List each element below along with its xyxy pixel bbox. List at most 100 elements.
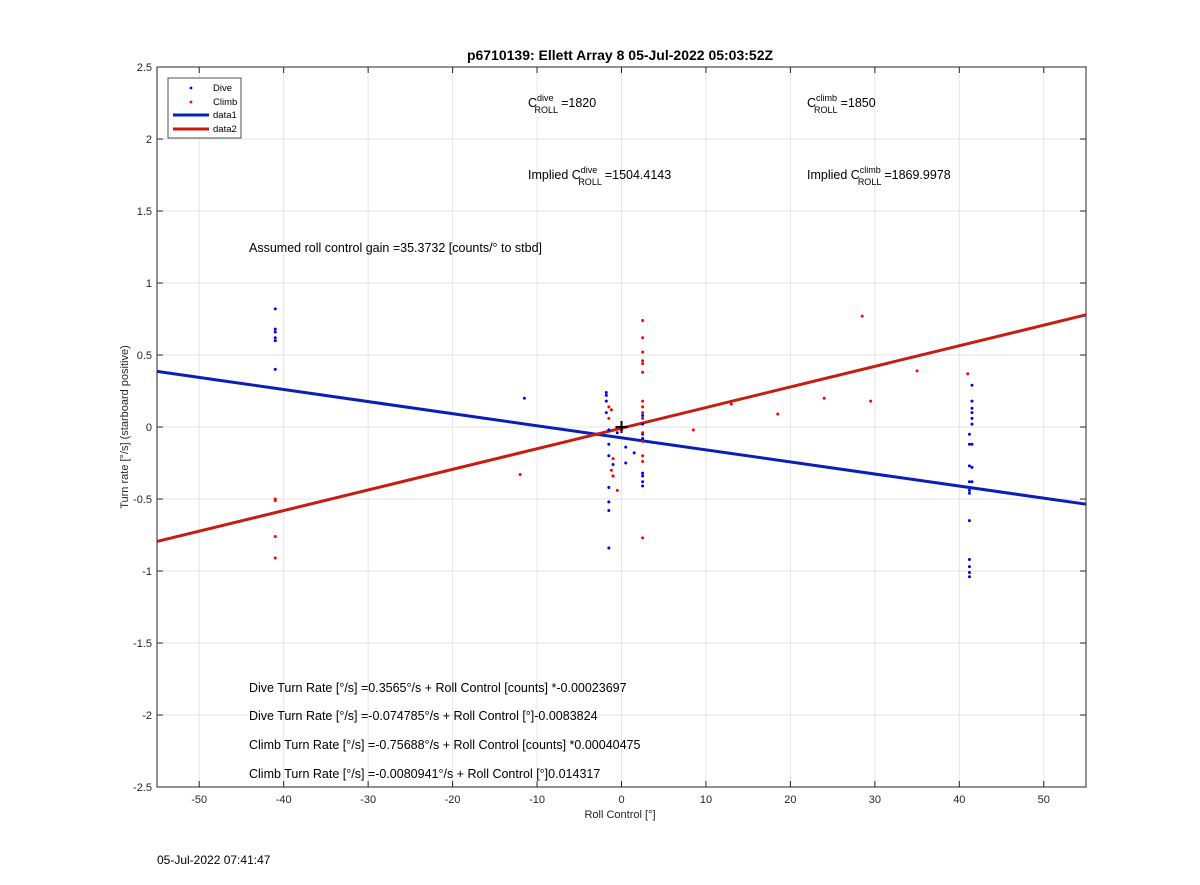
annotation-implied-dive: Implied Cdive ROLL =1504.4143: [528, 165, 671, 187]
y-tick-label: -0.5: [133, 494, 152, 506]
climb-point: [641, 460, 645, 464]
legend-climb-marker: [189, 100, 193, 104]
implied-dive-prefix: Implied C: [528, 168, 581, 182]
climb-point: [611, 457, 615, 461]
x-tick-label: 0: [618, 794, 624, 806]
climb-point: [609, 408, 613, 412]
y-tick-label: -2: [142, 710, 152, 722]
dive-point: [970, 399, 974, 403]
climb-point: [641, 359, 645, 363]
dive-point: [641, 422, 645, 426]
c-climb-sup: climb: [816, 93, 837, 103]
legend-climb-label: Climb: [213, 97, 237, 108]
dive-point: [607, 442, 611, 446]
climb-point: [860, 314, 864, 318]
dive-point: [273, 330, 277, 334]
y-tick-label: 1: [146, 278, 152, 290]
dive-point: [641, 484, 645, 488]
implied-climb-sub: ROLL: [858, 177, 882, 187]
legend-data2-label: data2: [213, 124, 237, 135]
dive-point: [641, 437, 645, 441]
implied-climb-prefix: Implied C: [807, 168, 860, 182]
dive-point: [607, 454, 611, 458]
climb-point: [641, 350, 645, 354]
implied-dive-value: =1504.4143: [605, 168, 671, 182]
climb-point: [641, 431, 645, 435]
dive-point: [967, 519, 971, 523]
dive-point: [970, 422, 974, 426]
dive-point: [970, 480, 974, 484]
y-tick-label: -1.5: [133, 638, 152, 650]
dive-point: [615, 431, 619, 435]
climb-point: [641, 454, 645, 458]
x-tick-label: 40: [953, 794, 965, 806]
dive-point: [641, 474, 645, 478]
climb-point: [729, 402, 733, 406]
x-axis-label: Roll Control [°]: [584, 809, 655, 821]
dive-point: [641, 413, 645, 417]
x-tick-label: -10: [529, 794, 545, 806]
dive-point: [970, 383, 974, 387]
climb-point: [609, 468, 613, 472]
y-tick-label: 2: [146, 134, 152, 146]
x-tick-label: -30: [360, 794, 376, 806]
dive-point: [632, 451, 636, 455]
dive-point: [970, 416, 974, 420]
dive-point: [604, 393, 608, 397]
climb-point: [776, 412, 780, 416]
climb-point: [615, 488, 619, 492]
climb-point: [641, 439, 645, 443]
climb-point: [273, 556, 277, 560]
c-climb-value: =1850: [841, 96, 876, 110]
c-climb-symbol: C: [807, 96, 816, 110]
x-tick-label: 20: [784, 794, 796, 806]
climb-point: [518, 473, 522, 477]
climb-point: [641, 411, 645, 415]
legend: Dive Climb data1 data2: [167, 77, 242, 139]
x-tick-label: 30: [869, 794, 881, 806]
climb-point: [822, 396, 826, 400]
dive-point: [607, 500, 611, 504]
annotation-implied-climb: Implied Cclimb ROLL =1869.9978: [807, 165, 951, 187]
c-dive-sup: dive: [537, 93, 554, 103]
dive-point: [607, 546, 611, 550]
dive-point: [967, 565, 971, 569]
dive-point: [522, 396, 526, 400]
climb-point: [641, 336, 645, 340]
roll-gain-annotation: Assumed roll control gain =35.3732 [coun…: [249, 241, 542, 255]
dive-point: [967, 432, 971, 436]
c-dive-symbol: C: [528, 96, 537, 110]
c-dive-sub: ROLL: [535, 105, 559, 115]
x-tick-label: 50: [1038, 794, 1050, 806]
data-points: [273, 307, 974, 579]
y-axis-label: Turn rate [°/s] (starboard positive): [119, 345, 131, 509]
climb-point: [966, 372, 970, 376]
implied-climb-sup: climb: [860, 165, 881, 175]
climb-point: [869, 399, 873, 403]
climb-point: [641, 405, 645, 409]
dive-point: [624, 445, 628, 449]
implied-dive-sup: dive: [581, 165, 598, 175]
climb-point: [641, 318, 645, 322]
dive-point: [624, 461, 628, 465]
climb-point: [607, 405, 611, 409]
dive-point: [970, 411, 974, 415]
dive-equation-degrees: Dive Turn Rate [°/s] =-0.074785°/s + Rol…: [249, 709, 598, 723]
climb-point: [273, 498, 277, 502]
climb-equation-counts: Climb Turn Rate [°/s] =-0.75688°/s + Rol…: [249, 738, 641, 752]
climb-point: [607, 416, 611, 420]
implied-climb-value: =1869.9978: [884, 168, 950, 182]
implied-dive-sub: ROLL: [578, 177, 602, 187]
dive-equation-counts: Dive Turn Rate [°/s] =0.3565°/s + Roll C…: [249, 681, 627, 695]
dive-point: [967, 557, 971, 561]
climb-equation-degrees: Climb Turn Rate [°/s] =-0.0080941°/s + R…: [249, 767, 600, 781]
y-tick-label: 2.5: [137, 62, 152, 74]
dive-point: [604, 390, 608, 394]
climb-point: [641, 370, 645, 374]
y-tick-label: -1: [142, 566, 152, 578]
dive-point: [273, 327, 277, 331]
